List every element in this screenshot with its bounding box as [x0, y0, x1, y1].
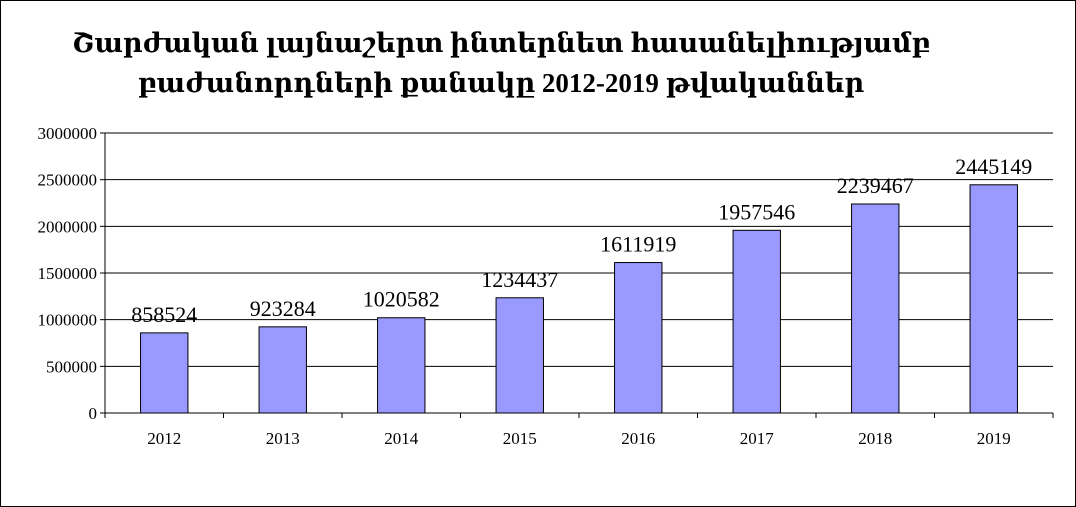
x-tick-label: 2016: [621, 429, 655, 448]
y-tick-label: 1000000: [38, 311, 98, 330]
x-tick-label: 2018: [858, 429, 892, 448]
x-tick-label: 2015: [503, 429, 537, 448]
data-label: 1611919: [600, 232, 676, 257]
data-label: 1957546: [718, 199, 795, 224]
bar: [614, 262, 663, 414]
data-label: 2239467: [837, 173, 914, 198]
y-tick-label: 1500000: [38, 264, 98, 283]
chart-title-line-2: բաժանորդների քանակը 2012-2019 թվականներ: [137, 68, 865, 98]
chart-title-line-1: Շարժական լայնաշերտ ինտերնետ հասանելիությ…: [71, 28, 931, 58]
bar: [495, 297, 544, 414]
data-label: 858524: [131, 302, 197, 327]
x-tick-label: 2019: [977, 429, 1011, 448]
bar: [969, 184, 1018, 414]
y-tick-label: 2000000: [38, 217, 98, 236]
bar: [851, 203, 900, 414]
x-tick-label: 2013: [266, 429, 300, 448]
x-tick-label: 2014: [384, 429, 419, 448]
bar: [377, 317, 426, 414]
data-label: 2445149: [955, 154, 1032, 179]
y-tick-label: 0: [89, 404, 98, 423]
bar: [258, 326, 307, 414]
data-label: 1020582: [363, 287, 440, 312]
y-tick-label: 3000000: [38, 124, 98, 143]
x-tick-label: 2012: [147, 429, 181, 448]
data-label: 1234437: [481, 267, 558, 292]
y-tick-label: 2500000: [38, 171, 98, 190]
bar: [140, 332, 189, 414]
bar: [732, 229, 781, 414]
y-tick-label: 500000: [46, 357, 97, 376]
x-tick-label: 2017: [740, 429, 775, 448]
chart-title: Շարժական լայնաշերտ ինտերնետ հասանելիությ…: [1, 23, 1001, 103]
data-label: 923284: [250, 296, 316, 321]
